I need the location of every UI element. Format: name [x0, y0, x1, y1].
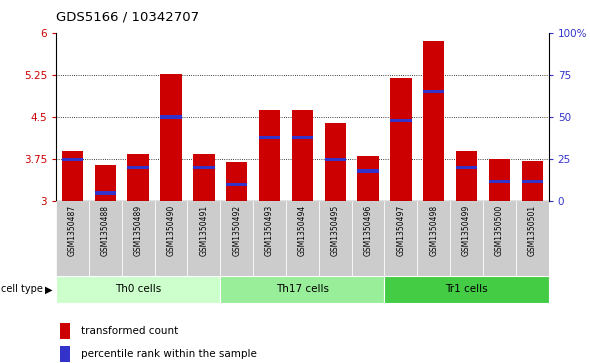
Text: Tr1 cells: Tr1 cells — [445, 285, 488, 294]
Bar — [423, 90, 444, 93]
Bar — [423, 41, 444, 201]
Bar — [324, 158, 346, 161]
Bar — [319, 201, 352, 276]
Bar — [358, 156, 379, 201]
Bar — [516, 201, 549, 276]
Text: ▶: ▶ — [45, 285, 53, 294]
Bar — [56, 276, 220, 303]
Text: GSM1350501: GSM1350501 — [528, 205, 537, 256]
Text: cell type: cell type — [1, 285, 43, 294]
Bar — [94, 165, 116, 201]
Bar — [489, 159, 510, 201]
Bar — [160, 74, 182, 201]
Text: Th0 cells: Th0 cells — [115, 285, 161, 294]
Text: GSM1350495: GSM1350495 — [331, 205, 340, 256]
Bar — [56, 201, 89, 276]
Text: GSM1350500: GSM1350500 — [495, 205, 504, 256]
Text: GSM1350492: GSM1350492 — [232, 205, 241, 256]
Text: GSM1350497: GSM1350497 — [396, 205, 405, 256]
Bar — [358, 170, 379, 173]
Bar — [193, 154, 215, 201]
Bar — [385, 201, 417, 276]
Text: GSM1350496: GSM1350496 — [363, 205, 372, 256]
Bar — [483, 201, 516, 276]
Bar — [385, 276, 549, 303]
Bar — [188, 201, 220, 276]
Text: GSM1350493: GSM1350493 — [265, 205, 274, 256]
Bar — [62, 151, 83, 201]
Text: GSM1350487: GSM1350487 — [68, 205, 77, 256]
Bar — [94, 191, 116, 195]
Bar — [522, 180, 543, 183]
Text: transformed count: transformed count — [81, 326, 178, 336]
Text: GSM1350488: GSM1350488 — [101, 205, 110, 256]
Bar — [456, 151, 477, 201]
Bar — [450, 201, 483, 276]
Bar — [193, 166, 215, 170]
Bar — [226, 162, 247, 201]
Bar — [127, 154, 149, 201]
Bar — [417, 201, 450, 276]
Bar — [259, 110, 280, 201]
Bar — [286, 201, 319, 276]
Text: GSM1350498: GSM1350498 — [430, 205, 438, 256]
Text: Th17 cells: Th17 cells — [276, 285, 329, 294]
Bar — [127, 166, 149, 170]
Bar — [291, 110, 313, 201]
Bar — [522, 161, 543, 201]
Text: GSM1350491: GSM1350491 — [199, 205, 208, 256]
Bar — [226, 183, 247, 186]
Bar — [60, 323, 70, 339]
Text: GDS5166 / 10342707: GDS5166 / 10342707 — [56, 11, 199, 24]
Text: GSM1350489: GSM1350489 — [134, 205, 143, 256]
Bar — [324, 123, 346, 201]
Bar — [259, 136, 280, 139]
Bar — [352, 201, 385, 276]
Bar — [291, 136, 313, 139]
Bar — [160, 115, 182, 119]
Bar — [390, 78, 412, 201]
Bar — [89, 201, 122, 276]
Text: GSM1350490: GSM1350490 — [166, 205, 175, 256]
Text: GSM1350499: GSM1350499 — [462, 205, 471, 256]
Bar — [489, 180, 510, 183]
Text: percentile rank within the sample: percentile rank within the sample — [81, 349, 257, 359]
Bar — [220, 201, 253, 276]
Bar — [62, 158, 83, 161]
Bar — [155, 201, 188, 276]
Bar — [122, 201, 155, 276]
Bar — [456, 166, 477, 170]
Bar — [253, 201, 286, 276]
Bar — [60, 346, 70, 362]
Bar — [220, 276, 385, 303]
Bar — [390, 119, 412, 122]
Text: GSM1350494: GSM1350494 — [298, 205, 307, 256]
